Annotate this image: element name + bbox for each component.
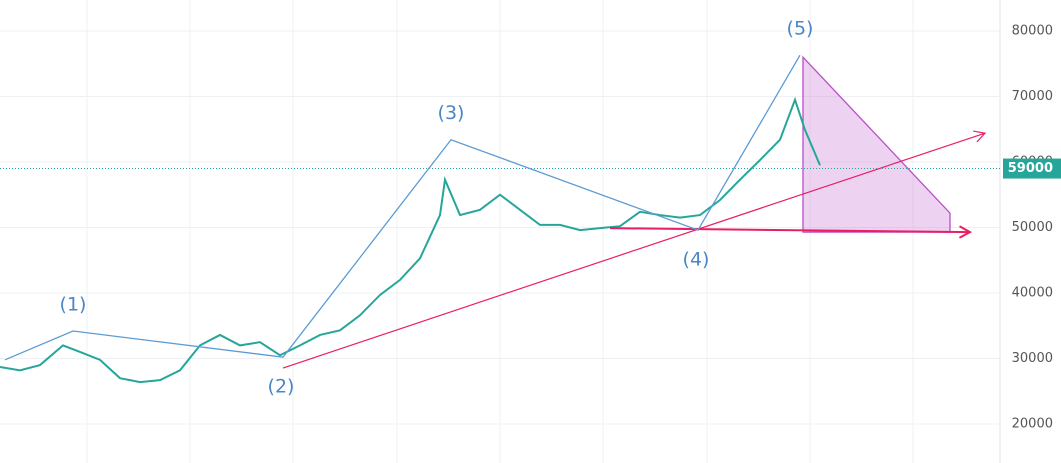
trend-line bbox=[282, 132, 986, 369]
y-tick-label: 30000 bbox=[1012, 351, 1053, 366]
y-tick-label: 20000 bbox=[1012, 417, 1053, 432]
last-price-label: 59000 bbox=[1008, 161, 1053, 176]
y-tick-label: 40000 bbox=[1012, 286, 1053, 301]
wave-label: (1) bbox=[60, 294, 87, 316]
wave-label: (4) bbox=[683, 249, 710, 271]
wave-label: (5) bbox=[787, 18, 814, 40]
time-grid bbox=[86, 0, 914, 463]
arrow-head bbox=[958, 225, 973, 239]
wave-label: (2) bbox=[268, 376, 295, 398]
y-tick-label: 80000 bbox=[1012, 23, 1053, 38]
wave-label: (3) bbox=[438, 102, 465, 124]
target-zone bbox=[802, 55, 951, 233]
arrow-head bbox=[973, 130, 987, 143]
y-tick-label: 50000 bbox=[1012, 220, 1053, 235]
last-price-box bbox=[1003, 158, 1061, 179]
y-tick-label: 70000 bbox=[1012, 89, 1053, 104]
price-line bbox=[0, 96, 821, 384]
trend-line bbox=[609, 227, 971, 234]
wave-line bbox=[4, 54, 801, 361]
